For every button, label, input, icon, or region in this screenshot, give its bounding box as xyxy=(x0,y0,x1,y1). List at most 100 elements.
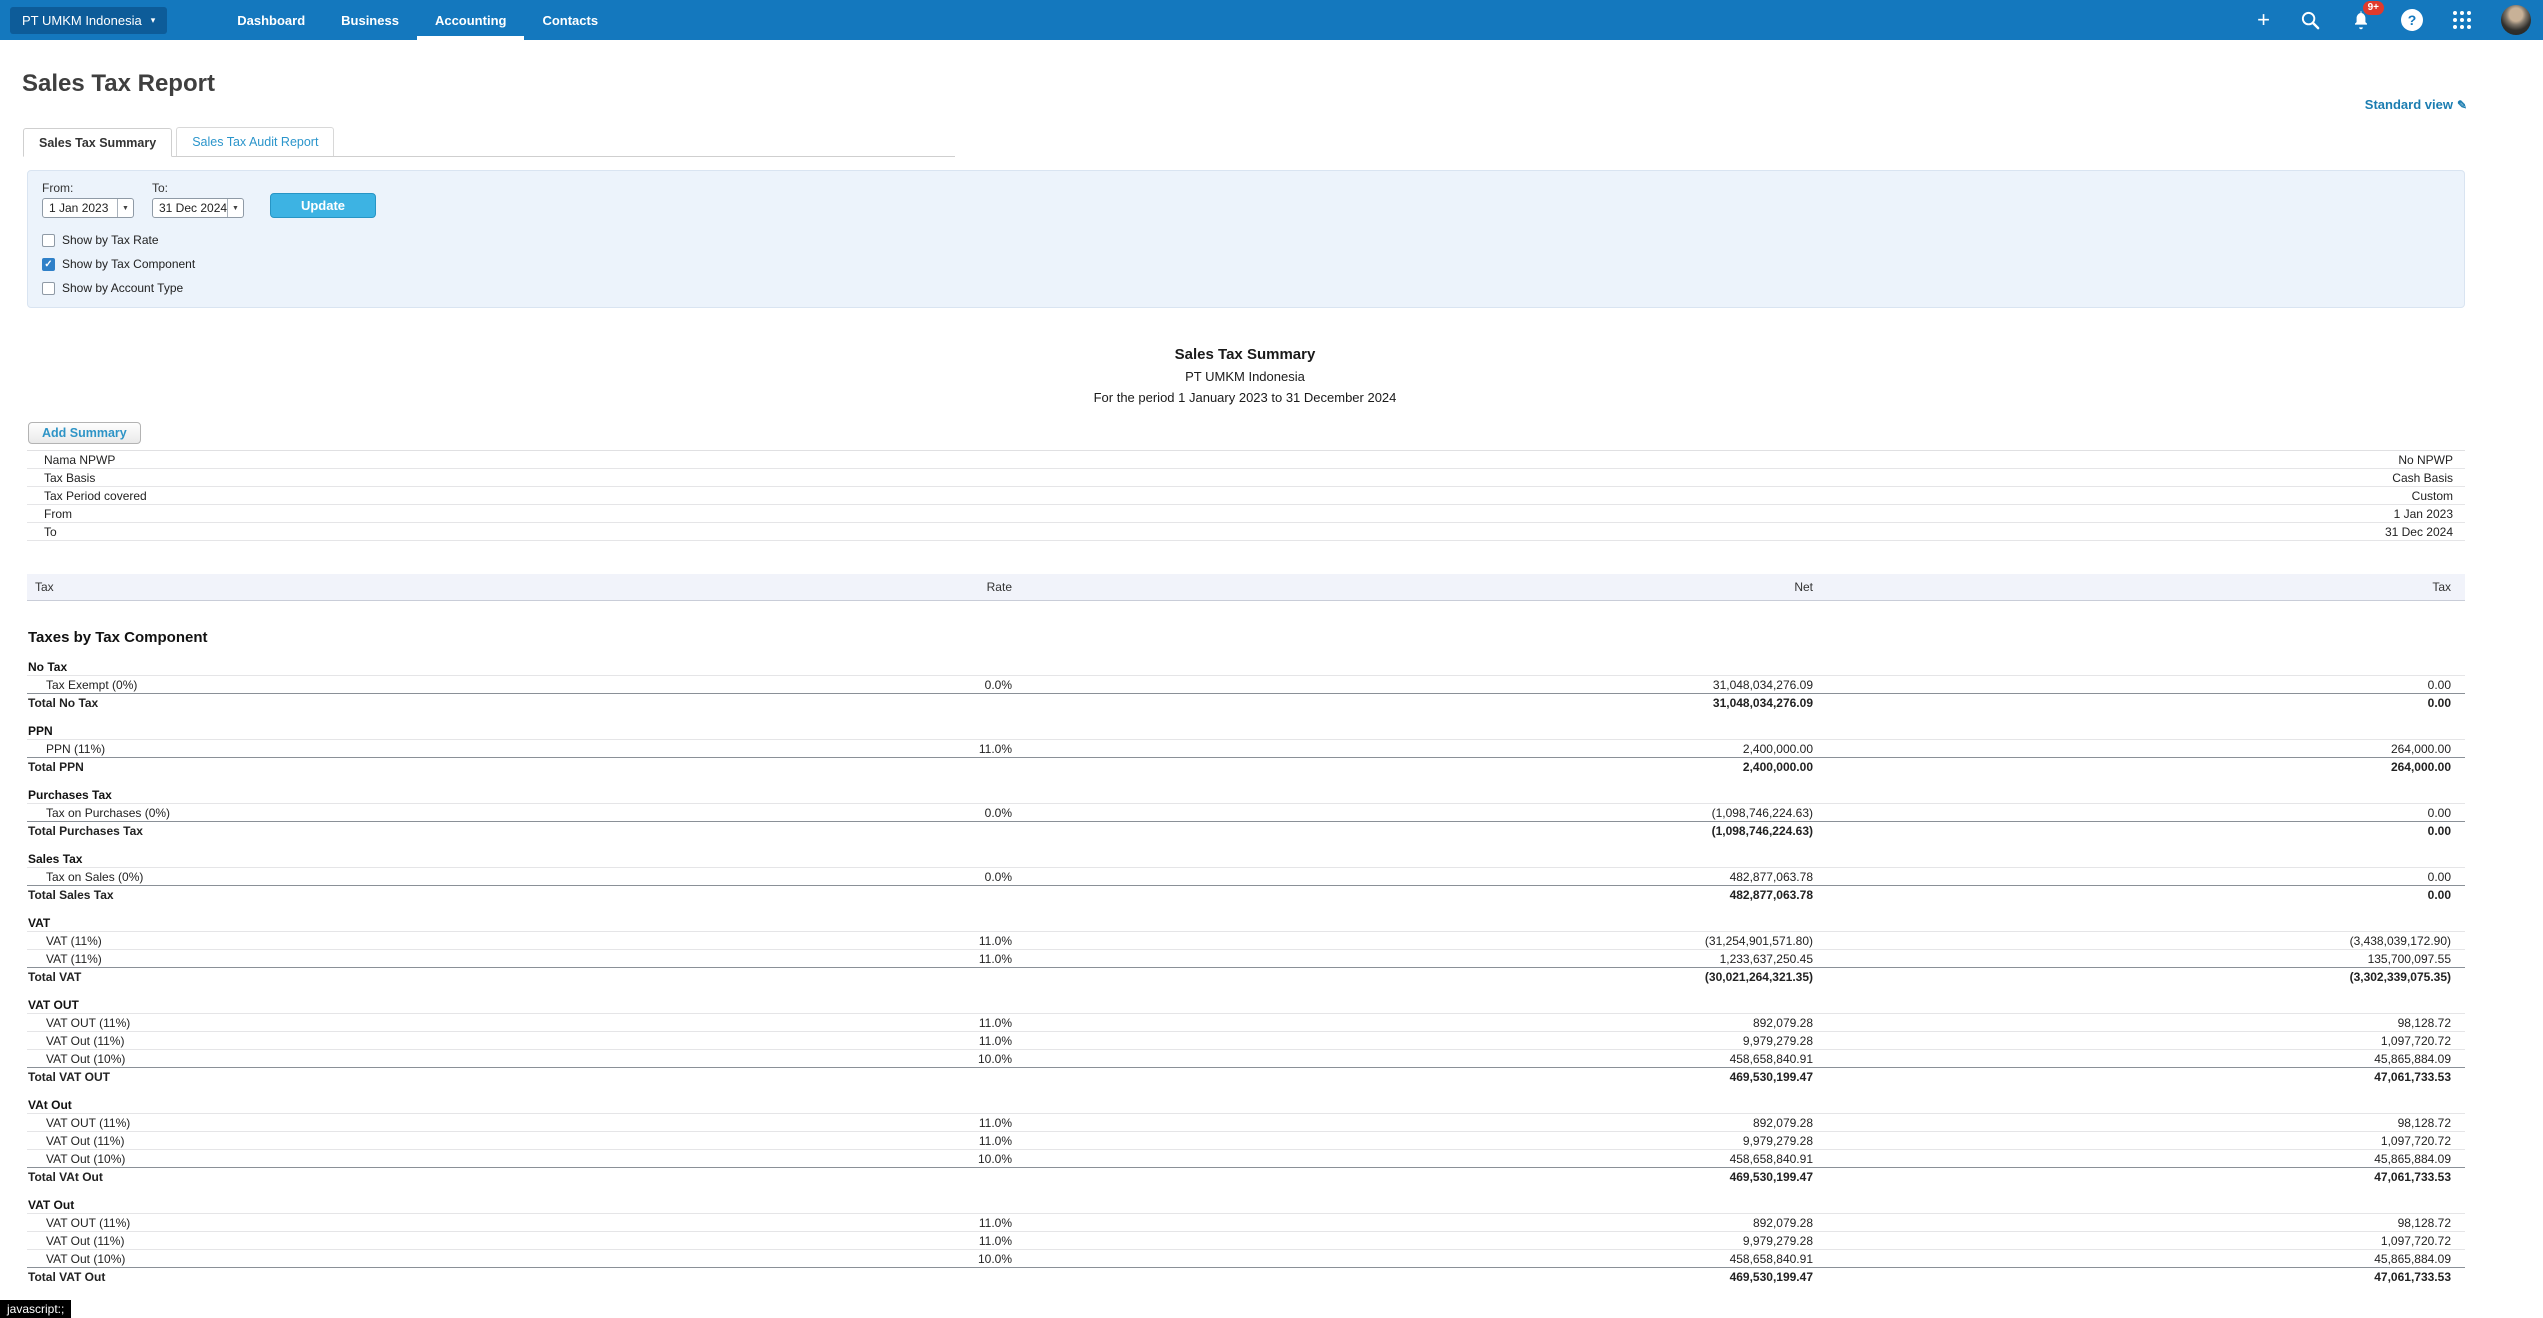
tax-row-tax: 98,128.72 xyxy=(2397,1116,2451,1130)
tax-row: VAT OUT (11%) 11.0% 892,079.28 98,128.72 xyxy=(27,1014,2465,1032)
tab-sales-tax-summary[interactable]: Sales Tax Summary xyxy=(23,128,173,157)
from-date-select[interactable]: 1 Jan 2023 ▼ xyxy=(42,198,134,218)
tax-row-net: 2,400,000.00 xyxy=(1742,742,1813,756)
column-header-tax-amount: Tax xyxy=(2432,580,2451,594)
add-summary-button[interactable]: Add Summary xyxy=(28,422,141,444)
tax-row-tax: 45,865,884.09 xyxy=(2374,1152,2451,1166)
tax-total-row: Total Purchases Tax (1,098,746,224.63) 0.0… xyxy=(27,821,2465,839)
tax-total-tax: (3,302,339,075.35) xyxy=(2349,970,2451,984)
tax-row-tax: 45,865,884.09 xyxy=(2374,1052,2451,1066)
to-date-select[interactable]: 31 Dec 2024 ▼ xyxy=(152,198,244,218)
summary-value: No NPWP xyxy=(2398,452,2453,467)
checkbox-label: Show by Account Type xyxy=(62,281,184,295)
tax-row: VAT (11%) 11.0% 1,233,637,250.45 135,700,09… xyxy=(27,950,2465,968)
plus-icon[interactable]: + xyxy=(2257,7,2270,32)
checkbox-unchecked-icon[interactable] xyxy=(42,281,55,295)
column-header-rate: Rate xyxy=(986,580,1012,594)
update-button[interactable]: Update xyxy=(270,193,376,218)
status-bar-link-tooltip: javascript:; xyxy=(0,1300,72,1318)
chevron-down-icon: ▼ xyxy=(117,199,133,217)
tax-row-label: VAT OUT (11%) xyxy=(46,1116,131,1130)
from-date-value: 1 Jan 2023 xyxy=(49,201,109,215)
tax-row-rate: 10.0% xyxy=(977,1052,1012,1066)
help-icon[interactable]: ? xyxy=(2401,9,2423,31)
tax-row: Tax on Purchases (0%) 0.0% (1,098,746,224.… xyxy=(27,804,2465,822)
tax-total-net: 469,530,199.47 xyxy=(1729,1270,1813,1284)
nav-item-business[interactable]: Business xyxy=(341,12,399,28)
checkbox-show-by-account-type[interactable]: Show by Account Type xyxy=(42,281,2450,295)
tax-group-name: Sales Tax xyxy=(27,850,2465,868)
tax-row-label: VAT (11%) xyxy=(46,934,102,948)
nav-item-contacts[interactable]: Contacts xyxy=(542,12,599,28)
tax-row-tax: 135,700,097.55 xyxy=(2367,952,2451,966)
checkbox-unchecked-icon[interactable] xyxy=(42,233,55,247)
chevron-down-icon: ▼ xyxy=(227,199,243,217)
tax-row: VAT Out (11%) 11.0% 9,979,279.28 1,097,720.… xyxy=(27,1232,2465,1250)
tax-row-net: 458,658,840.91 xyxy=(1729,1152,1813,1166)
tax-row-net: 9,979,279.28 xyxy=(1742,1134,1813,1148)
tax-group-name: VAT Out xyxy=(27,1196,2465,1214)
summary-row: Nama NPWP No NPWP xyxy=(27,451,2465,469)
tax-row: VAT Out (10%) 10.0% 458,658,840.91 45,865,8… xyxy=(27,1150,2465,1168)
nav-item-accounting[interactable]: Accounting xyxy=(416,0,525,40)
tax-total-tax: 264,000.00 xyxy=(2390,760,2451,774)
tax-row-label: PPN (11%) xyxy=(46,742,106,756)
tax-row-net: 458,658,840.91 xyxy=(1729,1052,1813,1066)
nav-item-dashboard[interactable]: Dashboard xyxy=(237,12,306,28)
tax-row-tax: 1,097,720.72 xyxy=(2380,1234,2451,1248)
checkbox-show-by-tax-component[interactable]: ✓ Show by Tax Component xyxy=(42,257,2450,271)
summary-row: Tax Period covered Custom xyxy=(27,487,2465,505)
chevron-down-icon: ▾ xyxy=(150,14,156,25)
tax-total-row: Total PPN 2,400,000.00 264,000.00 xyxy=(27,757,2465,775)
tax-row-label: VAT OUT (11%) xyxy=(46,1216,131,1230)
tax-row: PPN (11%) 11.0% 2,400,000.00 264,000.00 xyxy=(27,740,2465,758)
tax-row-label: VAT Out (10%) xyxy=(46,1052,126,1066)
standard-view-link[interactable]: Standard view ✎ xyxy=(2364,97,2467,112)
summary-label: Tax Period covered xyxy=(44,488,147,503)
nav-icons: + 9+ ? xyxy=(2257,0,2531,40)
checkbox-label: Show by Tax Rate xyxy=(62,233,159,247)
checkbox-show-by-tax-rate[interactable]: Show by Tax Rate xyxy=(42,233,2450,247)
notifications-bell-icon[interactable]: 9+ xyxy=(2351,0,2384,31)
summary-row: Tax Basis Cash Basis xyxy=(27,469,2465,487)
tax-group: VAT OUT VAT OUT (11%) 11.0% 892,079.28 98,12… xyxy=(27,996,2465,1085)
search-icon[interactable] xyxy=(2300,10,2321,31)
tax-row-label: VAT Out (11%) xyxy=(46,1134,125,1148)
tax-row: VAT OUT (11%) 11.0% 892,079.28 98,128.72 xyxy=(27,1114,2465,1132)
org-selector[interactable]: PT UMKM Indonesia ▾ xyxy=(10,6,168,34)
tax-row-net: 31,048,034,276.09 xyxy=(1712,678,1813,692)
tax-group-name: VAT xyxy=(27,914,2465,932)
tax-row-label: Tax on Sales (0%) xyxy=(46,870,144,884)
tax-total-label: Total VAt Out xyxy=(28,1170,103,1184)
tax-row: VAT Out (11%) 11.0% 9,979,279.28 1,097,720.… xyxy=(27,1032,2465,1050)
apps-grid-icon[interactable] xyxy=(2453,11,2471,29)
checkbox-label: Show by Tax Component xyxy=(62,257,196,271)
tax-group-name: VAT OUT xyxy=(27,996,2465,1014)
tax-total-rate xyxy=(712,886,1012,904)
tax-row-tax: 0.00 xyxy=(2427,870,2451,884)
tax-row: Tax Exempt (0%) 0.0% 31,048,034,276.09 0.00 xyxy=(27,676,2465,694)
user-avatar[interactable] xyxy=(2501,5,2531,35)
tax-row-net: 892,079.28 xyxy=(1752,1116,1813,1130)
tax-total-rate xyxy=(712,822,1012,840)
from-label: From: xyxy=(42,181,74,195)
tax-row-tax: 45,865,884.09 xyxy=(2374,1252,2451,1266)
section-title: Taxes by Tax Component xyxy=(28,629,208,646)
tax-total-tax: 0.00 xyxy=(2427,888,2451,902)
tab-sales-tax-audit-report[interactable]: Sales Tax Audit Report xyxy=(176,127,335,156)
tax-total-tax: 47,061,733.53 xyxy=(2374,1170,2451,1184)
tax-row-tax: 1,097,720.72 xyxy=(2380,1034,2451,1048)
tax-total-net: 2,400,000.00 xyxy=(1742,760,1813,774)
checkbox-checked-icon[interactable]: ✓ xyxy=(42,257,55,271)
summary-value: Cash Basis xyxy=(2392,470,2453,485)
tax-total-tax: 47,061,733.53 xyxy=(2374,1070,2451,1084)
tax-row: VAT OUT (11%) 11.0% 892,079.28 98,128.72 xyxy=(27,1214,2465,1232)
report-summary-table: Nama NPWP No NPWP Tax Basis Cash Basis Tax P… xyxy=(27,450,2465,541)
tax-row-tax: 0.00 xyxy=(2427,806,2451,820)
tax-total-net: (1,098,746,224.63) xyxy=(1711,824,1813,838)
tax-row-rate: 11.0% xyxy=(978,952,1012,966)
summary-value: 31 Dec 2024 xyxy=(2384,524,2453,539)
tax-row: VAT Out (10%) 10.0% 458,658,840.91 45,865,8… xyxy=(27,1250,2465,1268)
tax-row: VAT Out (11%) 11.0% 9,979,279.28 1,097,720.… xyxy=(27,1132,2465,1150)
filter-panel: From: 1 Jan 2023 ▼ To: 31 Dec 2024 ▼ Upd… xyxy=(27,170,2465,308)
